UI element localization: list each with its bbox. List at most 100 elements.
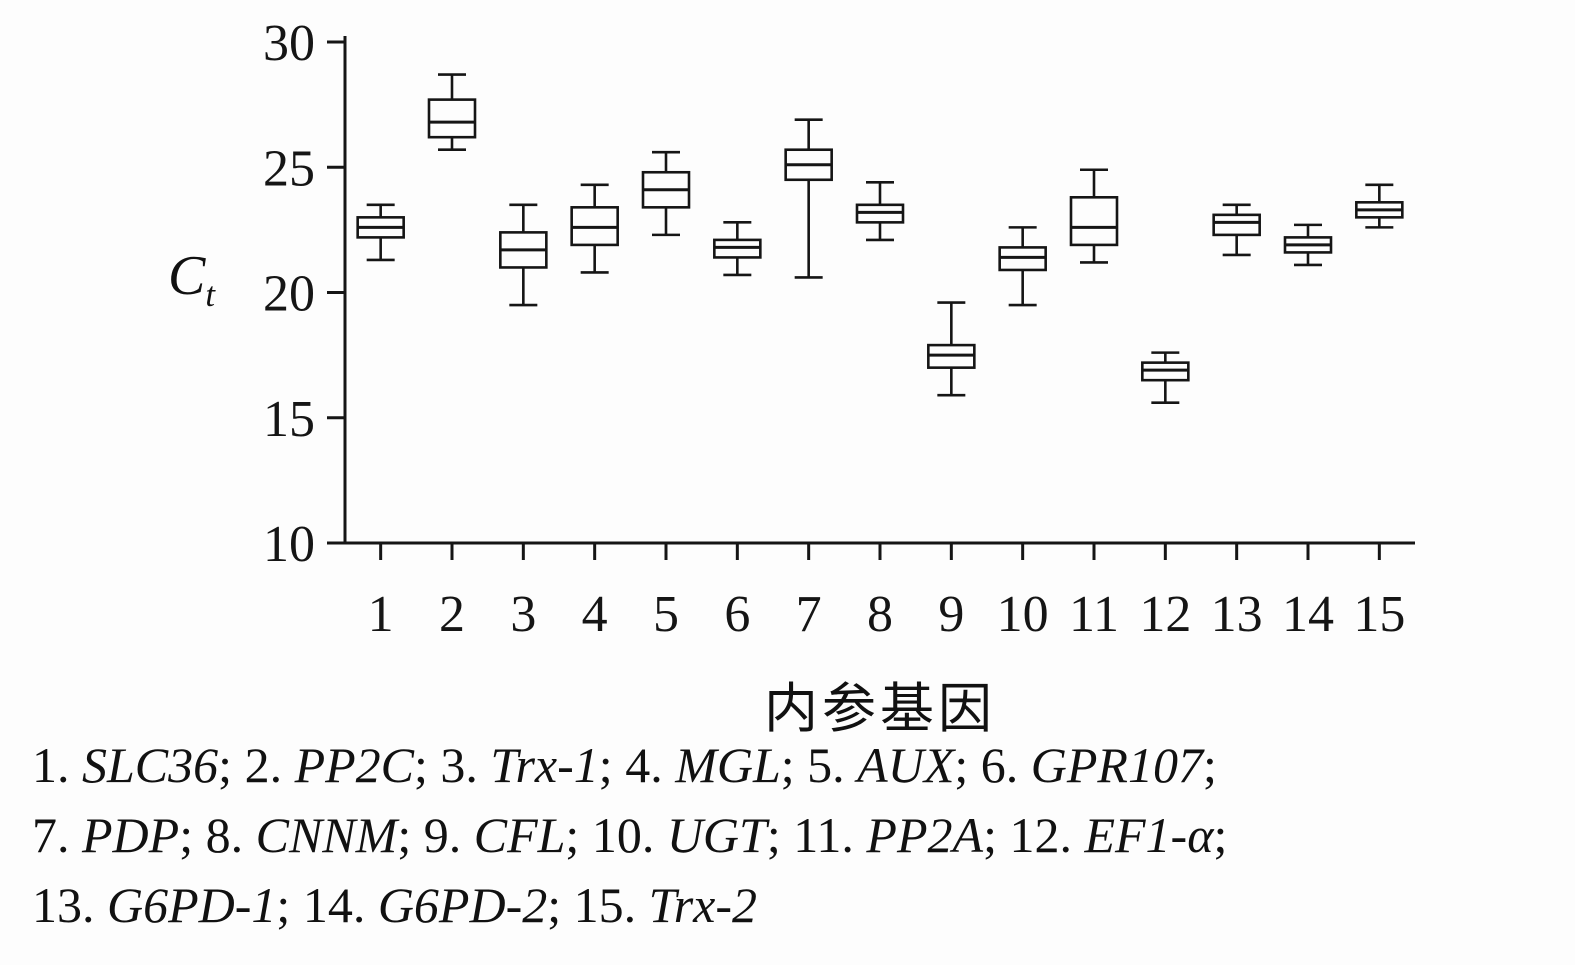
legend-item: 14. G6PD-2; xyxy=(303,877,574,933)
legend-item-number: 14. xyxy=(302,877,378,933)
legend-item: 4. MGL; xyxy=(625,737,807,793)
box-9 xyxy=(927,301,976,397)
legend-item: 5. AUX; xyxy=(807,737,981,793)
y-tick-label: 10 xyxy=(263,516,315,573)
legend-item: 1. SLC36; xyxy=(32,737,245,793)
gene-name: Trx-1 xyxy=(490,737,599,793)
box-3 xyxy=(499,203,548,307)
x-tick-label: 15 xyxy=(1353,586,1405,643)
box-5 xyxy=(641,150,691,237)
legend-separator: ; xyxy=(547,877,574,933)
gene-legend: 1. SLC36; 2. PP2C; 3. Trx-1; 4. MGL; 5. … xyxy=(32,730,1227,940)
gene-name: PDP xyxy=(82,807,180,863)
box-4 xyxy=(570,183,619,274)
box-13 xyxy=(1212,203,1261,257)
gene-name: EF1-α xyxy=(1084,807,1214,863)
legend-separator: ; xyxy=(218,737,245,793)
legend-item: 11. PP2A; xyxy=(793,807,1009,863)
gene-name: G6PD-2 xyxy=(377,877,548,933)
x-tick-label: 10 xyxy=(997,586,1049,643)
box-15 xyxy=(1355,183,1404,229)
x-tick-label: 14 xyxy=(1282,586,1334,643)
x-tick-label: 1 xyxy=(368,586,394,643)
x-tick-label: 12 xyxy=(1139,586,1191,643)
gene-name: G6PD-1 xyxy=(107,877,277,933)
x-tick-label: 6 xyxy=(724,586,750,643)
gene-name: PP2A xyxy=(866,807,984,863)
x-tick-label: 9 xyxy=(938,586,964,643)
x-axis-title: 内参基因 xyxy=(764,679,996,739)
gene-name: UGT xyxy=(666,807,767,863)
legend-item: 12. EF1-α; xyxy=(1009,807,1227,863)
y-axis-label-subscript: t xyxy=(205,275,216,315)
box-12 xyxy=(1141,351,1190,405)
gene-name: MGL xyxy=(675,737,781,793)
legend-item: 6. GPR107; xyxy=(981,737,1217,793)
gene-name: CFL xyxy=(473,807,566,863)
legend-separator: ; xyxy=(1202,737,1217,793)
y-tick-label: 20 xyxy=(263,266,315,323)
x-tick-label: 11 xyxy=(1069,586,1119,643)
legend-item-number: 1. xyxy=(32,737,82,793)
x-tick-label: 4 xyxy=(582,586,608,643)
legend-separator: ; xyxy=(1213,807,1228,863)
y-tick-label: 25 xyxy=(263,140,315,197)
box-6 xyxy=(713,221,762,277)
x-tick-label: 3 xyxy=(510,586,536,643)
legend-separator: ; xyxy=(766,807,794,863)
legend-item-number: 13. xyxy=(32,877,107,933)
legend-item: 9. CFL; xyxy=(424,807,592,863)
gene-name: PP2C xyxy=(294,737,415,793)
gene-name: SLC36 xyxy=(82,737,219,793)
box-2 xyxy=(427,73,477,152)
y-axis-label-main: C xyxy=(168,245,206,307)
y-tick-label: 15 xyxy=(263,391,315,448)
legend-separator: ; xyxy=(780,737,808,793)
legend-item-number: 8. xyxy=(205,807,256,863)
legend-item: 15. Trx-2 xyxy=(574,877,757,933)
legend-item: 7. PDP; xyxy=(32,807,206,863)
legend-item-number: 12. xyxy=(1009,807,1085,863)
legend-item-number: 6. xyxy=(980,737,1031,793)
legend-separator: ; xyxy=(414,737,441,793)
legend-line: 7. PDP; 8. CNNM; 9. CFL; 10. UGT; 11. PP… xyxy=(32,800,1227,870)
x-tick-label: 7 xyxy=(796,586,822,643)
x-tick-label: 5 xyxy=(653,586,679,643)
legend-item: 10. UGT; xyxy=(592,807,793,863)
box-11 xyxy=(1069,168,1119,264)
legend-item-number: 4. xyxy=(625,737,676,793)
legend-separator: ; xyxy=(598,737,626,793)
gene-name: Trx-2 xyxy=(648,877,758,933)
box-8 xyxy=(855,180,905,242)
legend-separator: ; xyxy=(179,807,206,863)
box-10 xyxy=(998,226,1047,307)
legend-separator: ; xyxy=(276,877,303,933)
legend-line: 13. G6PD-1; 14. G6PD-2; 15. Trx-2 xyxy=(32,870,1227,940)
legend-item-number: 11. xyxy=(793,807,867,863)
y-tick-label: 30 xyxy=(263,15,315,72)
legend-item-number: 15. xyxy=(573,877,649,933)
legend-item-number: 3. xyxy=(440,737,491,793)
legend-separator: ; xyxy=(397,807,424,863)
legend-item-number: 10. xyxy=(591,807,667,863)
legend-separator: ; xyxy=(983,807,1010,863)
x-tick-label: 8 xyxy=(867,586,893,643)
box-1 xyxy=(356,203,405,262)
y-axis-label: Ct xyxy=(168,248,215,313)
legend-item: 13. G6PD-1; xyxy=(32,877,303,933)
legend-separator: ; xyxy=(954,737,981,793)
gene-name: AUX xyxy=(857,737,955,793)
box-7 xyxy=(784,118,833,279)
legend-item-number: 5. xyxy=(807,737,858,793)
legend-item: 3. Trx-1; xyxy=(440,737,625,793)
legend-item-number: 2. xyxy=(244,737,295,793)
legend-separator: ; xyxy=(565,807,592,863)
gene-name: GPR107 xyxy=(1030,737,1203,793)
legend-item: 8. CNNM; xyxy=(206,807,424,863)
x-tick-label: 2 xyxy=(439,586,465,643)
legend-item-number: 9. xyxy=(423,807,474,863)
box-14 xyxy=(1283,223,1333,267)
legend-item-number: 7. xyxy=(32,807,82,863)
